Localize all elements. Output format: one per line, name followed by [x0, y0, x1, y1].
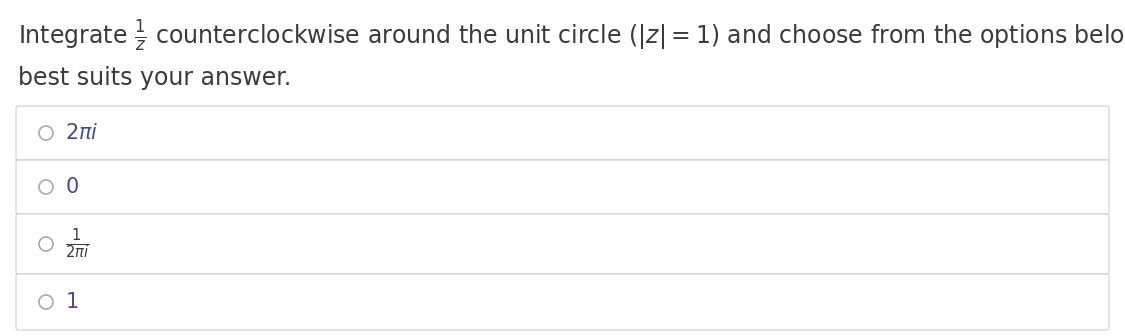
FancyBboxPatch shape: [16, 106, 1109, 160]
FancyBboxPatch shape: [16, 274, 1109, 330]
Text: $2\pi i$: $2\pi i$: [65, 123, 99, 143]
Text: $1$: $1$: [65, 292, 79, 312]
Text: $\frac{1}{2\pi i}$: $\frac{1}{2\pi i}$: [65, 227, 89, 261]
Text: best suits your answer.: best suits your answer.: [18, 66, 291, 90]
FancyBboxPatch shape: [16, 214, 1109, 274]
FancyBboxPatch shape: [16, 160, 1109, 214]
Text: Integrate $\frac{1}{z}$ counterclockwise around the unit circle $(|z| = 1)$ and : Integrate $\frac{1}{z}$ counterclockwise…: [18, 18, 1125, 52]
Text: $0$: $0$: [65, 177, 79, 197]
